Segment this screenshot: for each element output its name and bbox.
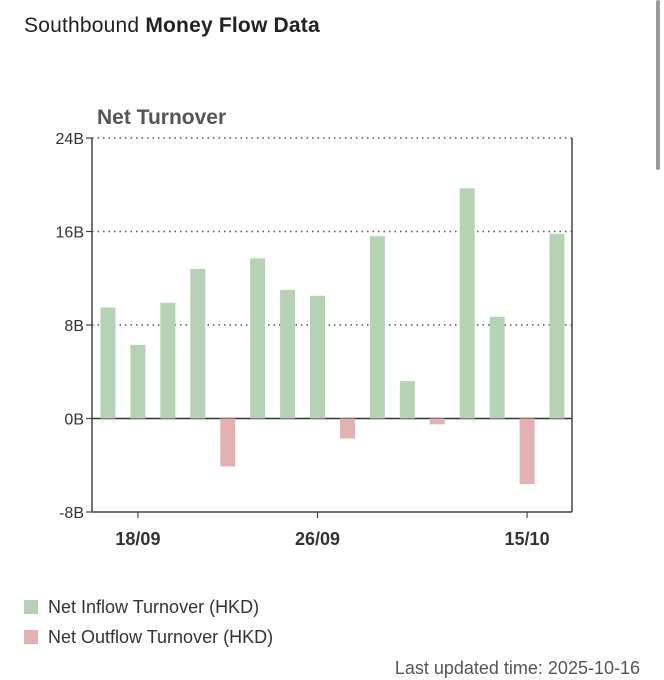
x-tick-label: 15/10 xyxy=(505,529,550,549)
axis-layer: -8B 0B 8B 16B 24B 18/09 26/09 15/10 xyxy=(56,131,573,549)
legend-label-outflow: Net Outflow Turnover (HKD) xyxy=(48,626,274,647)
bar-inflow xyxy=(250,258,266,419)
legend-label-inflow: Net Inflow Turnover (HKD) xyxy=(48,596,260,617)
legend-swatch-outflow xyxy=(24,630,38,644)
bar-inflow xyxy=(100,307,116,419)
bar-inflow xyxy=(130,344,146,419)
net-turnover-chart: Net Turnover -8B 0B 8B 16B 24B 18/09 26/09 15/1… xyxy=(56,106,573,549)
bar-inflow xyxy=(399,381,415,419)
y-tick-label: 8B xyxy=(64,318,84,335)
chart-legend: Net Inflow Turnover (HKD) Net Outflow Tu… xyxy=(24,592,273,652)
legend-swatch-inflow xyxy=(24,600,38,614)
chart-title: Net Turnover xyxy=(97,106,226,129)
page-title: Southbound Money Flow Data xyxy=(24,14,320,38)
x-tick-label: 26/09 xyxy=(295,529,340,549)
bar-inflow xyxy=(280,289,296,419)
bar-inflow xyxy=(369,236,385,419)
bar-inflow xyxy=(459,188,475,419)
legend-item-inflow[interactable]: Net Inflow Turnover (HKD) xyxy=(24,592,273,622)
x-tick-label: 18/09 xyxy=(115,529,160,549)
last-updated-time: Last updated time: 2025-10-16 xyxy=(394,658,640,678)
bar-outflow xyxy=(519,418,535,484)
bar-inflow xyxy=(160,302,176,419)
legend-item-outflow[interactable]: Net Outflow Turnover (HKD) xyxy=(24,622,273,652)
bar-inflow xyxy=(489,316,505,419)
bar-outflow xyxy=(339,418,355,439)
y-tick-label: 16B xyxy=(56,225,84,242)
page-title-bold: Money Flow Data xyxy=(145,14,320,37)
vertical-scrollbar[interactable] xyxy=(656,0,660,170)
bar-inflow xyxy=(310,295,326,419)
chart-svg: Net Turnover -8B 0B 8B 16B 24B 18/09 26/09 15/1… xyxy=(56,106,573,549)
bar-inflow xyxy=(190,268,206,419)
y-tick-label: -8B xyxy=(59,505,84,522)
page-title-prefix: Southbound xyxy=(24,14,140,37)
bar-inflow xyxy=(549,233,565,419)
y-tick-label: 0B xyxy=(64,412,84,429)
bar-outflow xyxy=(429,418,445,425)
bar-outflow xyxy=(220,418,236,467)
y-tick-label: 24B xyxy=(56,131,84,148)
bar-layer xyxy=(100,188,565,484)
